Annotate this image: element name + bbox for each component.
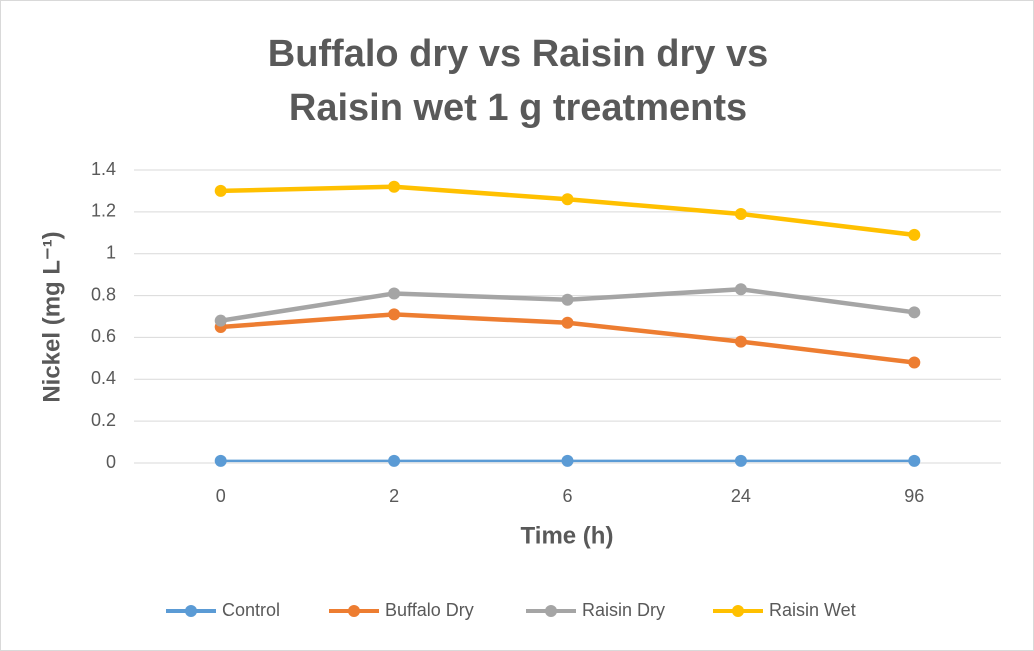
data-point <box>214 184 227 197</box>
y-tick-label: 0.2 <box>91 410 116 430</box>
data-point <box>388 180 401 193</box>
x-tick-label: 24 <box>731 486 751 506</box>
data-point <box>734 454 747 467</box>
legend-label: Raisin Dry <box>582 600 665 620</box>
legend-marker <box>545 605 557 617</box>
y-tick-label: 1.4 <box>91 159 116 179</box>
data-point <box>734 283 747 296</box>
data-point <box>214 454 227 467</box>
y-tick-label: 1.2 <box>91 201 116 221</box>
legend-label: Buffalo Dry <box>385 600 474 620</box>
data-point <box>734 207 747 220</box>
x-tick-label: 0 <box>216 486 226 506</box>
y-tick-label: 0.6 <box>91 326 116 346</box>
data-point <box>908 454 921 467</box>
legend-label: Control <box>222 600 280 620</box>
chart-title: Buffalo dry vs Raisin dry vs Raisin wet … <box>267 33 769 129</box>
legend-marker <box>732 605 744 617</box>
y-axis-title: Nickel (mg L⁻¹) <box>38 231 65 402</box>
legend-marker <box>185 605 197 617</box>
data-point <box>214 314 227 327</box>
y-tick-label: 0.8 <box>91 284 116 304</box>
data-point <box>561 293 574 306</box>
x-tick-label: 2 <box>389 486 399 506</box>
data-point <box>734 335 747 348</box>
data-point <box>561 454 574 467</box>
y-tick-label: 0 <box>106 452 116 472</box>
data-point <box>908 228 921 241</box>
data-point <box>388 287 401 300</box>
data-point <box>908 306 921 319</box>
x-tick-label: 96 <box>904 486 924 506</box>
data-point <box>388 308 401 321</box>
data-point <box>908 356 921 369</box>
y-tick-label: 0.4 <box>91 368 116 388</box>
x-axis-title: Time (h) <box>521 522 614 549</box>
legend-label: Raisin Wet <box>769 600 856 620</box>
legend-marker <box>348 605 360 617</box>
data-point <box>561 193 574 206</box>
data-point <box>388 454 401 467</box>
x-tick-label: 6 <box>562 486 572 506</box>
y-tick-label: 1 <box>106 242 116 262</box>
data-point <box>561 316 574 329</box>
